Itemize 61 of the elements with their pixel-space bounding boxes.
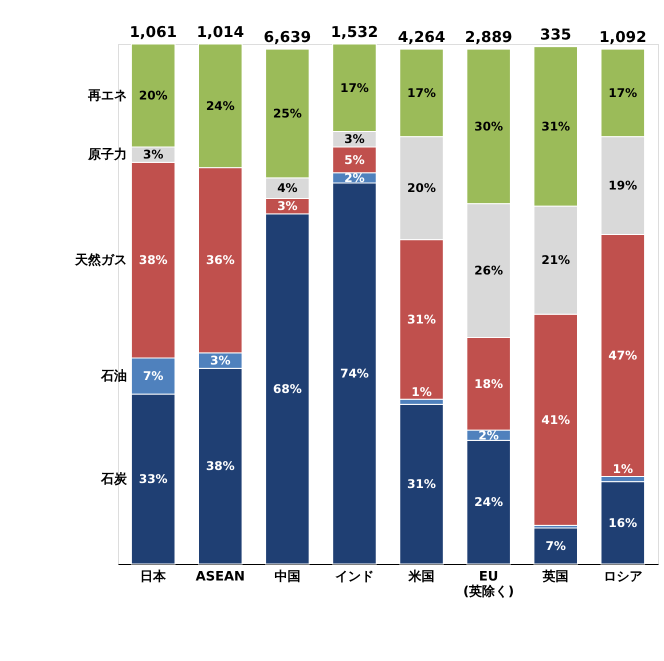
data-label: 24% [474,495,503,510]
data-label: 3% [277,199,298,214]
bar [399,404,444,564]
series-label: 原子力 [87,148,128,163]
data-label: 21% [541,253,570,268]
data-label: 1% [411,384,432,399]
data-label: 33% [138,472,168,486]
data-label: 3% [143,148,164,162]
data-label: 38% [138,253,168,268]
data-label: 18% [474,376,503,391]
data-label: 1% [612,462,633,476]
data-label: 36% [206,253,235,268]
x-tick-label: 中国 [274,570,300,584]
data-label: 7% [143,369,164,384]
text: 1,061 [129,23,177,41]
x-tick-label: ロシア [603,570,642,584]
data-label: 7% [546,538,566,553]
data-label: 4% [277,181,298,196]
data-label: 20% [138,88,168,102]
data-label: 30% [474,119,503,134]
x-tick-label: 英国 [542,570,569,584]
bar [600,481,646,564]
data-label: 31% [407,477,436,492]
series-label: 再エネ [87,88,128,104]
data-label: 31% [407,312,436,326]
annotation: 6,639 [264,28,312,46]
data-label: 38% [206,459,235,474]
text: 1,014 [196,23,244,41]
text: 1,532 [330,23,378,41]
x-tick-label: EU (英除く) [463,570,514,600]
x-tick-label: 日本 [140,570,168,584]
x-tick-label: ASEAN [196,570,245,584]
data-label: 2% [344,170,365,185]
x-tick-label: 米国 [408,570,435,584]
annotation: 2,889 [464,28,512,46]
data-label: 17% [340,80,369,95]
x-tick-label: インド [334,570,374,584]
data-label: 47% [608,348,638,362]
data-label: 5% [344,152,365,167]
data-label: 41% [541,412,570,427]
data-label: 24% [206,98,235,113]
bar [533,527,578,564]
data-label: 16% [608,516,638,530]
data-label: 17% [407,86,436,100]
data-label: 19% [608,178,638,193]
data-label: 20% [407,181,436,196]
data-label: 68% [273,382,302,396]
data-label: 74% [340,366,369,381]
data-label: 3% [210,354,230,368]
text: 335 [540,26,572,44]
data-label: 3% [344,132,365,146]
annotation: 1,092 [599,28,647,46]
data-label: 25% [273,106,302,121]
series-label: 天然ガス [74,253,128,268]
data-label: 26% [474,264,503,278]
series-label: 石油 [100,369,128,384]
data-label: 31% [541,119,570,134]
data-label: 2% [478,428,499,442]
annotation: 4,264 [398,28,446,46]
data-label: 17% [608,86,638,100]
series-label: 石炭 [100,472,128,488]
